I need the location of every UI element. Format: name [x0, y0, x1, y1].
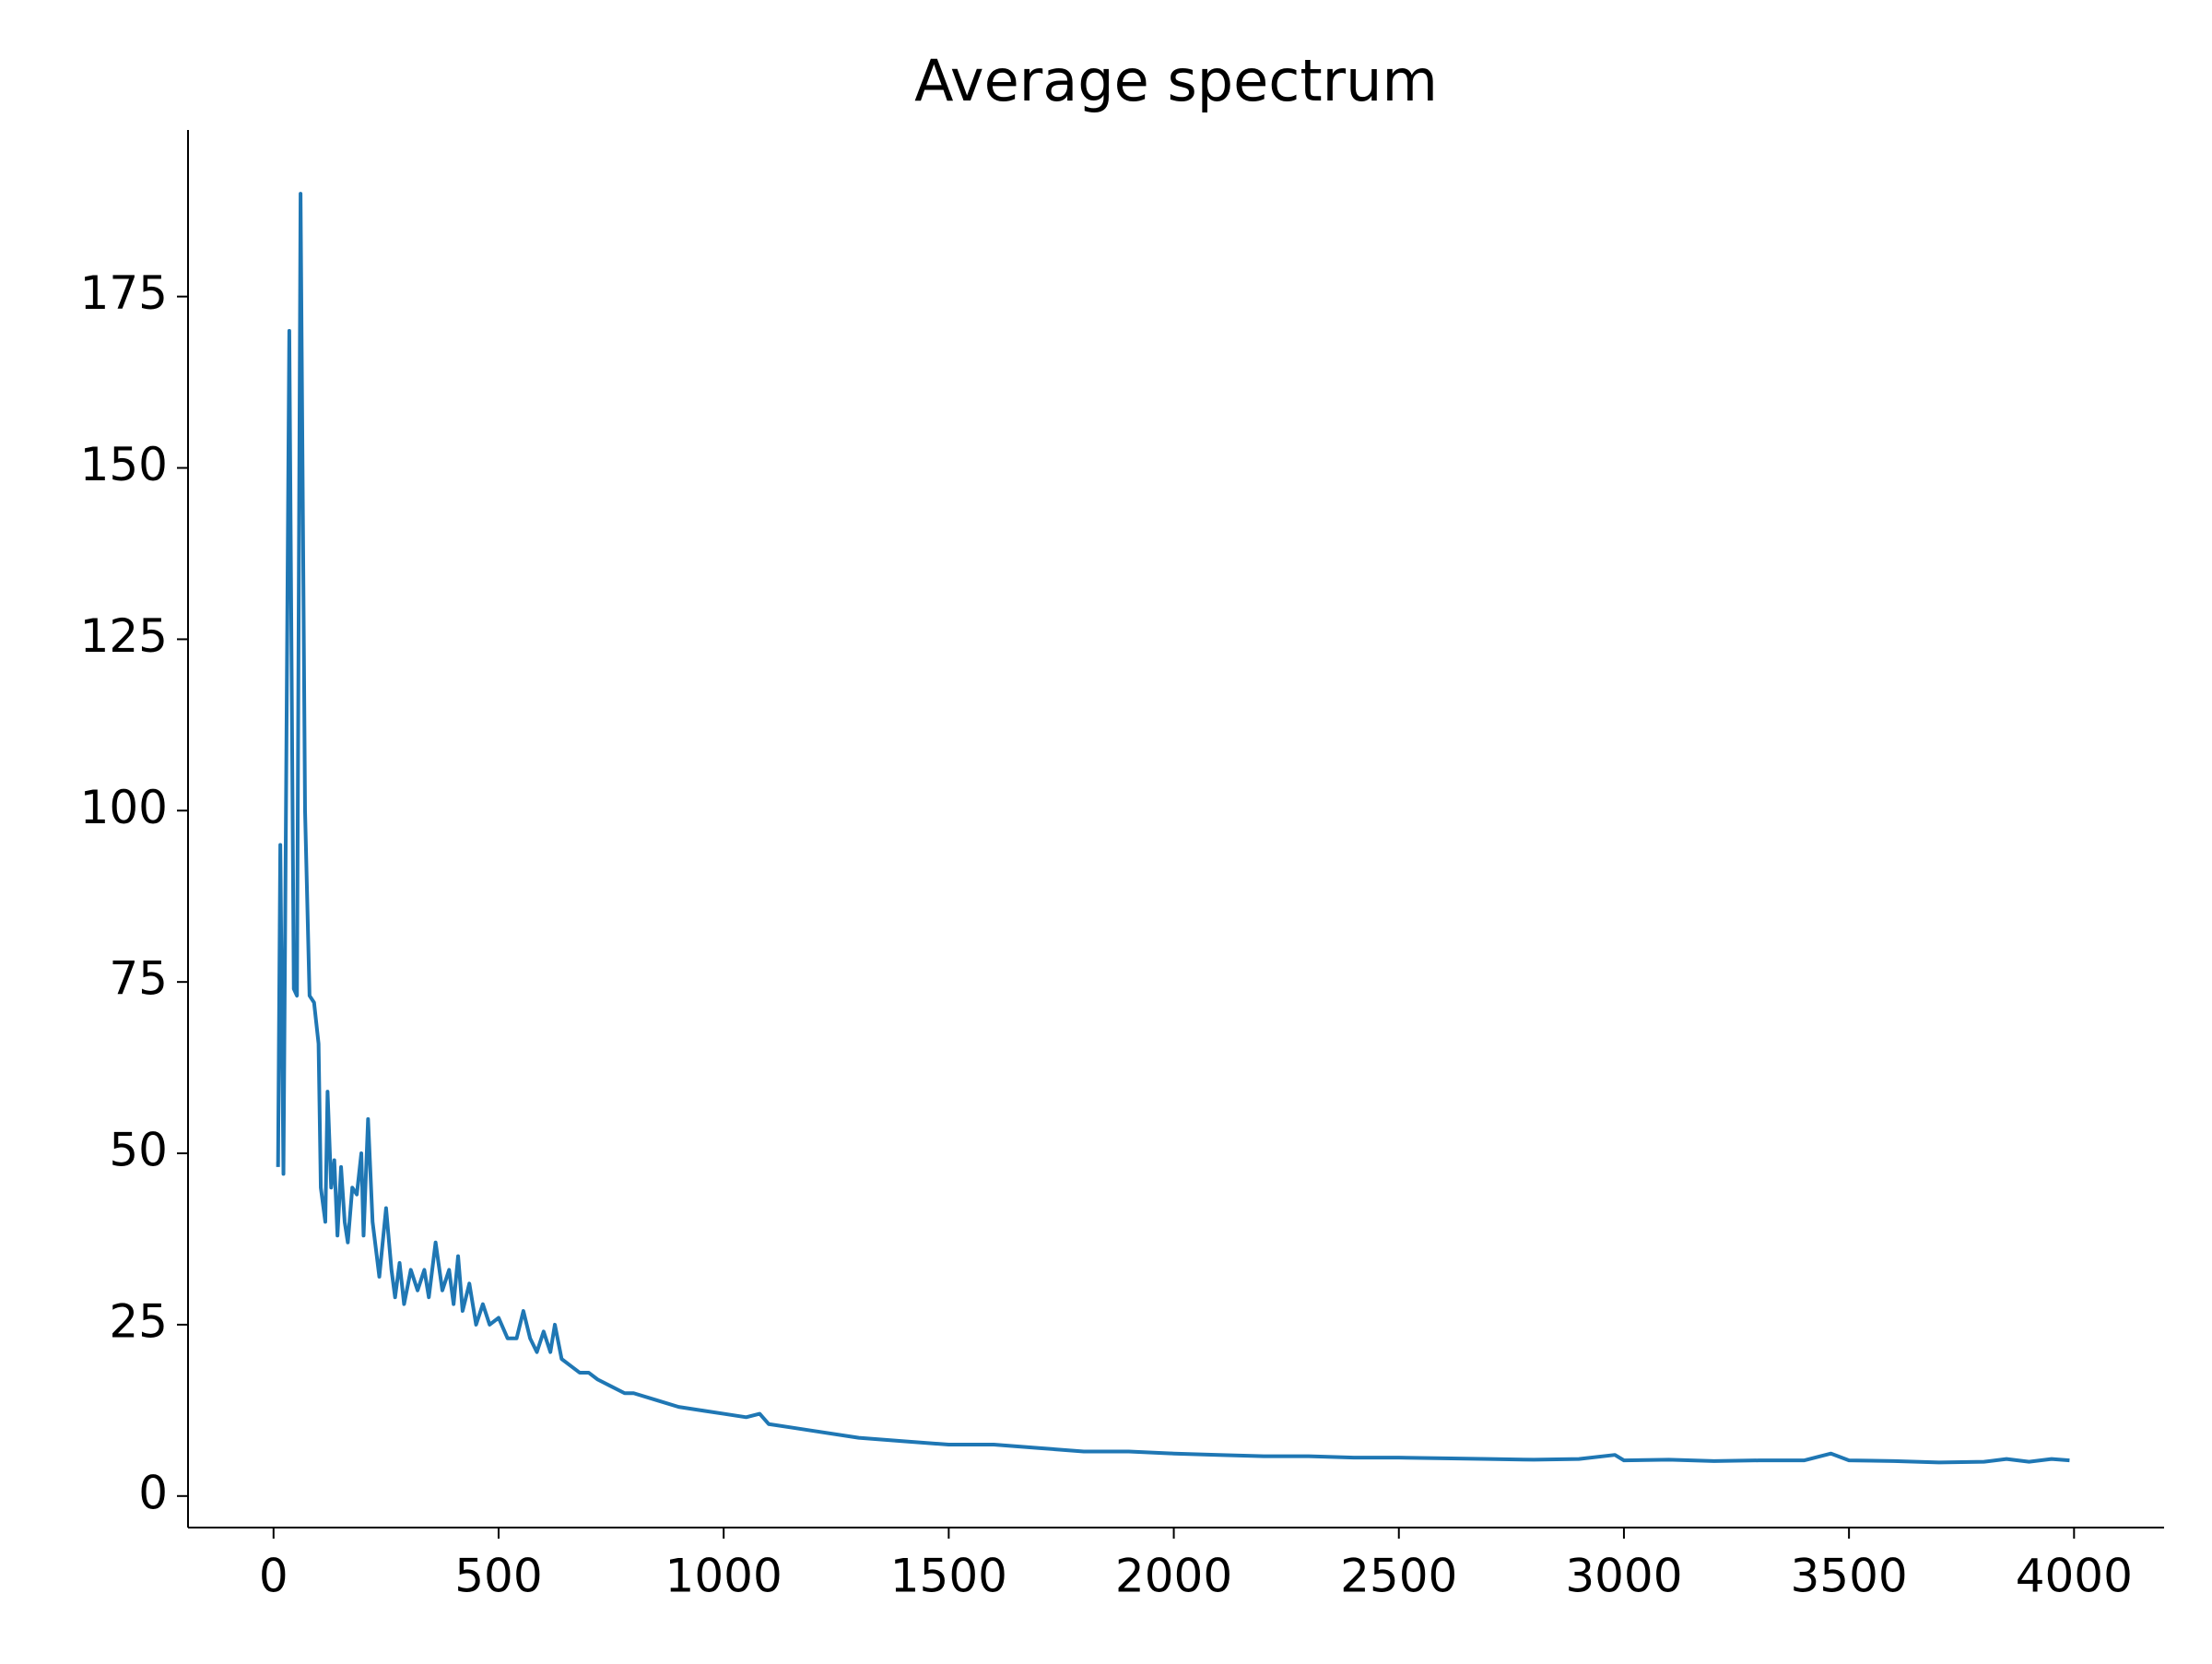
x-tick-label: 2000	[1115, 1550, 1232, 1603]
x-tick-label: 1000	[665, 1550, 782, 1603]
x-tick-label: 1500	[890, 1550, 1007, 1603]
y-tick-label: 100	[80, 781, 168, 834]
y-tick-label: 150	[80, 438, 168, 491]
data-line	[276, 192, 2070, 1465]
y-tick-label: 75	[109, 952, 168, 1006]
x-tick-label: 3000	[1565, 1550, 1682, 1603]
x-tick-label: 2500	[1340, 1550, 1457, 1603]
y-tick-label: 0	[138, 1466, 168, 1519]
y-tick-label: 25	[109, 1294, 168, 1348]
x-tick-label: 500	[454, 1550, 542, 1603]
y-tick-label: 50	[109, 1124, 168, 1177]
y-tick-label: 175	[80, 266, 168, 320]
y-tick-label: 125	[80, 609, 168, 663]
chart-title: Average spectrum	[914, 47, 1438, 114]
x-tick-label: 0	[259, 1550, 288, 1603]
x-tick-label: 3500	[1791, 1550, 1908, 1603]
x-tick-label: 4000	[2016, 1550, 2133, 1603]
